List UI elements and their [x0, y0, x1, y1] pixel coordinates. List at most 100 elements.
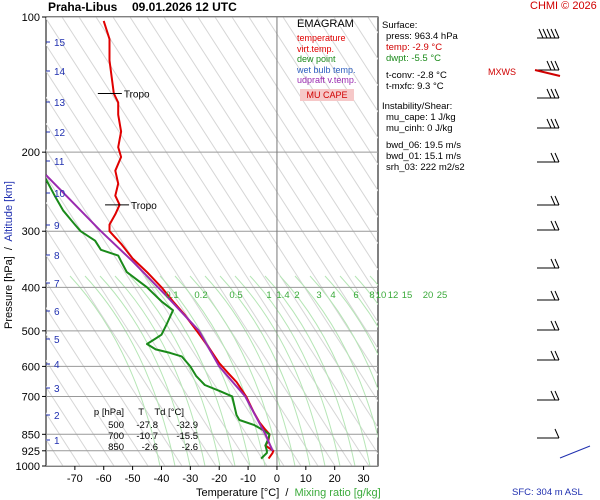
mixing-ratio-label: 6	[353, 290, 358, 301]
x-axis-label: Temperature [°C] / Mixing ratio [g/kg]	[196, 487, 381, 499]
altitude-tick-label: 2	[54, 411, 60, 422]
sfc-label: SFC: 304 m ASL	[512, 487, 583, 498]
dry-adiabat-line	[112, 17, 378, 429]
altitude-tick-label: 14	[54, 67, 66, 78]
altitude-tick-label: 4	[54, 360, 60, 371]
station-title: Praha-Libus	[48, 0, 118, 14]
wind-barb-flag	[550, 350, 556, 361]
legend-item: wet bulb temp.	[297, 64, 356, 75]
moist-adiabat-line	[204, 275, 296, 466]
wind-barb	[537, 195, 560, 206]
table-row: 850 -2.6 -2.6	[82, 442, 198, 453]
table-cell: -2.6	[141, 442, 158, 453]
altitude-tick-label: 12	[54, 128, 66, 139]
mixing-ratio-label: 25	[437, 290, 448, 301]
y-axis-label-alt: Altitude [km]	[3, 181, 15, 242]
x-tick-label: -20	[211, 473, 227, 485]
wind-barb-flag	[550, 60, 556, 71]
mu-cinh-value: mu_cinh: 0 J/kg	[386, 123, 453, 134]
wind-barb-flag	[554, 88, 560, 99]
x-tick-label: 30	[357, 473, 369, 485]
moist-adiabat-line	[339, 275, 378, 328]
wind-barb-flag	[554, 195, 560, 206]
series-temperature	[102, 20, 275, 460]
x-tick-label: -50	[125, 473, 141, 485]
mixing-ratio-label: 2	[294, 290, 299, 301]
srh03-value: srh_03: 222 m2/s2	[386, 162, 465, 173]
wind-barb-flag	[554, 118, 560, 129]
x-tick-label: 10	[300, 473, 312, 485]
dry-adiabat-line	[46, 43, 319, 466]
series-parcel	[46, 174, 274, 452]
altitude-tick-label: 8	[54, 251, 60, 262]
dry-adiabat-line	[46, 70, 302, 466]
bwd01-value: bwd_01: 15.1 m/s	[386, 151, 461, 162]
mixing-ratio-label: 20	[423, 290, 434, 301]
surface-title: Surface:	[382, 20, 418, 31]
mxws-barb	[534, 69, 561, 77]
pressure-tick-label: 600	[22, 361, 40, 373]
mixing-ratio-label: 10	[376, 290, 387, 301]
table-cell: 500	[108, 420, 124, 431]
moist-adiabat-line	[324, 275, 378, 356]
altitude-tick-label: 11	[54, 157, 65, 168]
wind-barb-flag	[550, 220, 556, 231]
mixing-ratio-label: 0.1	[165, 290, 178, 301]
surface-dwpt: dwpt: -5.5 °C	[386, 53, 442, 64]
x-tick-label: -60	[96, 473, 112, 485]
moist-adiabat-line	[264, 275, 356, 466]
y-axis-label: Pressure [hPa] / Altitude [km]	[3, 130, 15, 380]
wind-barb	[537, 428, 560, 439]
wind-barb	[537, 152, 560, 163]
legend-item: temperature	[297, 33, 346, 43]
mixing-ratio-label: 15	[402, 290, 413, 301]
moist-adiabat-line	[279, 275, 371, 466]
x-axis-label-temp: Temperature [°C]	[196, 487, 280, 499]
pressure-tick-label: 700	[22, 391, 40, 403]
pressure-tick-label: 1000	[16, 461, 40, 473]
pressure-tick-label: 100	[22, 12, 40, 24]
table-header: p [hPa]	[93, 407, 124, 418]
wind-barb-flag	[554, 428, 560, 439]
wind-barb-flag	[554, 350, 560, 361]
pressure-tick-label: 200	[22, 147, 40, 159]
y-axis-label-sep: /	[3, 247, 15, 251]
dry-adiabat-line	[46, 280, 166, 466]
instability-title: Instability/Shear:	[382, 101, 453, 112]
wind-barb	[537, 320, 560, 331]
legend-items: temperature virt.temp. dew point wet bulb t…	[297, 33, 377, 86]
credit-label: CHMI © 2026	[530, 0, 597, 12]
pressure-tick-label: 850	[22, 429, 40, 441]
wind-barb-flag	[554, 220, 560, 231]
moist-adiabat-line	[144, 275, 236, 466]
pressure-tick-label: 500	[22, 326, 40, 338]
moist-adiabat-line	[84, 275, 176, 466]
moist-adiabat-line	[219, 275, 311, 466]
wind-barb	[537, 28, 560, 39]
x-axis-label-sep: /	[285, 487, 289, 499]
tropopause-label: Tropo	[124, 89, 150, 100]
mixing-ratio-label: 12	[388, 290, 399, 301]
altitude-tick-label: 15	[54, 38, 66, 49]
mixing-ratio-label: 0.2	[194, 290, 207, 301]
dry-adiabat-line	[214, 17, 378, 271]
dry-adiabat-line	[231, 17, 378, 244]
legend: EMAGRAM temperature virt.temp. dew point we…	[297, 18, 377, 101]
wind-barb-flag	[550, 195, 556, 206]
dry-adiabat-line	[46, 17, 336, 466]
table-row: 700 -10.7 -15.5	[82, 431, 198, 442]
x-tick-label: -10	[240, 473, 256, 485]
surface-panel: Surface: press: 963.4 hPa temp: -2.9 °C …	[382, 20, 458, 92]
altitude-tick-label: 3	[54, 384, 60, 395]
moist-adiabat-line	[369, 275, 378, 286]
mixing-ratio-label: 1.4	[276, 290, 289, 301]
table-row: 500 -27.8 -32.9	[82, 420, 198, 431]
altitude-tick-label: 13	[54, 98, 66, 109]
wind-barb	[537, 88, 560, 99]
table-cell: -32.9	[176, 420, 198, 431]
datetime-title: 09.01.2026 12 UTC	[132, 0, 237, 14]
wind-barb-flag	[554, 28, 560, 39]
mixing-ratio-label: 8	[369, 290, 374, 301]
wind-barb-flag	[554, 290, 560, 301]
x-tick-label: 20	[329, 473, 341, 485]
